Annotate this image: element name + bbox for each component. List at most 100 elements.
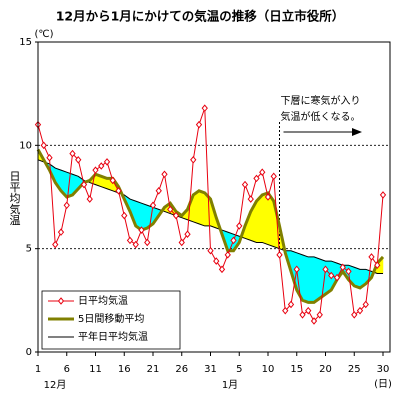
data-point <box>374 261 381 269</box>
data-point <box>379 191 387 199</box>
x-tick-label: 16 <box>118 364 131 375</box>
data-point <box>351 311 358 319</box>
x-tick-label: 25 <box>348 364 361 375</box>
data-point <box>46 153 53 162</box>
data-point <box>115 187 122 195</box>
y-tick-label: 10 <box>19 140 32 151</box>
y-axis-label: 日平均気温 <box>8 171 21 226</box>
data-point <box>368 253 375 261</box>
data-point <box>149 201 157 210</box>
y-tick-label: 15 <box>19 37 32 48</box>
data-point <box>161 170 168 179</box>
data-point <box>138 226 145 234</box>
data-point <box>201 104 208 112</box>
legend-label: 5日間移動平均 <box>78 312 144 325</box>
data-point <box>333 273 341 282</box>
month-label: 1月 <box>222 379 238 391</box>
y-tick-label: 5 <box>26 244 32 255</box>
data-point <box>178 238 185 247</box>
data-point <box>345 267 352 276</box>
data-point <box>207 246 214 255</box>
legend-label: 日平均気温 <box>78 294 128 307</box>
annotation-text: 気温が低くなる。 <box>281 110 361 123</box>
difference-fill <box>198 190 205 227</box>
x-tick-label: 10 <box>262 364 275 375</box>
data-point <box>276 251 283 259</box>
data-point <box>328 271 335 280</box>
data-point <box>172 211 180 220</box>
x-tick-label: 5 <box>236 364 242 375</box>
data-point <box>339 263 346 272</box>
data-point <box>299 311 306 319</box>
data-point <box>155 187 162 195</box>
data-point <box>310 317 318 325</box>
data-point <box>69 149 76 158</box>
x-unit: (日) <box>374 379 392 390</box>
legend-label: 平年日平均気温 <box>78 330 148 343</box>
data-point <box>213 257 220 265</box>
annotation-text: 下層に寒気が入り <box>281 94 361 107</box>
data-point <box>109 176 116 185</box>
x-tick-label: 6 <box>64 364 70 375</box>
data-point <box>132 240 139 249</box>
legend-marker <box>57 297 65 305</box>
data-point <box>75 156 82 164</box>
difference-fill <box>308 256 315 303</box>
data-point <box>316 311 323 319</box>
annotation-arrowhead <box>352 128 362 136</box>
data-point <box>121 211 128 220</box>
x-tick-label: 11 <box>89 364 102 375</box>
data-point <box>167 205 174 214</box>
data-point <box>144 238 151 247</box>
data-point <box>247 195 254 203</box>
x-tick-label: 21 <box>147 364 160 375</box>
data-point <box>356 306 364 315</box>
month-label: 12月 <box>44 379 67 391</box>
data-point <box>236 222 243 230</box>
x-tick-label: 1 <box>35 364 41 375</box>
data-point <box>270 172 277 181</box>
x-tick-label: 30 <box>377 364 390 375</box>
y-tick-label: 0 <box>26 347 32 358</box>
data-point <box>126 236 134 245</box>
x-tick-label: 20 <box>319 364 332 375</box>
difference-fill <box>141 202 148 231</box>
series-line <box>37 159 383 274</box>
series-line <box>36 148 385 304</box>
data-point <box>253 174 260 183</box>
x-tick-label: 31 <box>204 364 217 375</box>
data-point <box>218 265 226 274</box>
data-point <box>40 141 47 150</box>
data-point <box>230 236 237 245</box>
data-point <box>80 180 88 189</box>
data-point <box>92 166 99 174</box>
data-point <box>184 230 191 238</box>
difference-fill <box>313 256 320 303</box>
data-point <box>293 265 300 274</box>
difference-fill <box>302 254 309 303</box>
plot-frame <box>37 41 391 353</box>
data-point <box>287 300 295 309</box>
x-tick-label: 26 <box>175 364 188 375</box>
difference-fill <box>262 192 269 245</box>
data-point <box>322 265 329 274</box>
data-point <box>224 251 231 259</box>
data-point <box>52 240 59 249</box>
data-point <box>305 306 312 315</box>
data-point <box>63 201 70 210</box>
data-point <box>195 120 203 129</box>
data-point <box>86 195 93 203</box>
data-point <box>103 158 111 166</box>
y-unit: (℃) <box>34 29 53 40</box>
data-point <box>282 306 289 315</box>
data-point <box>190 156 197 164</box>
chart-title: 12月から1月にかけての気温の推移（日立市役所） <box>56 9 345 24</box>
data-point <box>241 180 249 189</box>
data-point <box>98 162 105 170</box>
data-point <box>362 300 369 309</box>
data-point <box>57 228 65 236</box>
data-point <box>259 168 266 176</box>
x-tick-label: 15 <box>290 364 303 375</box>
data-point <box>264 193 272 201</box>
